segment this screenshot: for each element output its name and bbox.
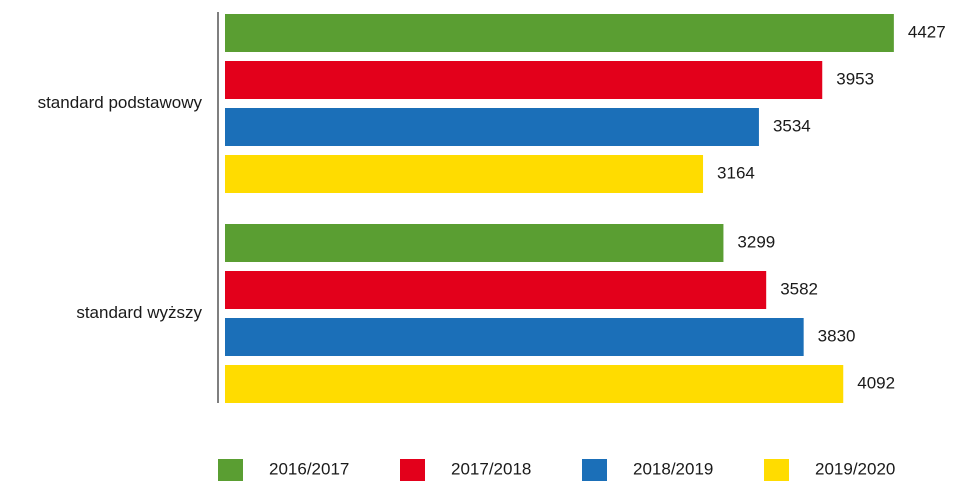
- category-label: standard wyższy: [76, 303, 202, 322]
- bar: [225, 224, 724, 262]
- value-label: 3164: [717, 163, 755, 182]
- legend-label: 2017/2018: [451, 459, 531, 478]
- value-label: 3299: [737, 232, 775, 251]
- legend-swatch: [400, 459, 425, 481]
- bar: [225, 271, 767, 309]
- value-label: 4092: [857, 373, 895, 392]
- bar: [225, 318, 804, 356]
- value-label: 3582: [780, 279, 818, 298]
- legend-label: 2018/2019: [633, 459, 713, 478]
- bar: [225, 365, 844, 403]
- bar: [225, 155, 704, 193]
- legend-swatch: [218, 459, 243, 481]
- legend-label: 2016/2017: [269, 459, 349, 478]
- value-label: 3953: [836, 69, 874, 88]
- value-label: 3534: [773, 116, 811, 135]
- bar: [225, 14, 894, 52]
- value-label: 3830: [818, 326, 856, 345]
- legend-swatch: [764, 459, 789, 481]
- category-label: standard podstawowy: [38, 93, 203, 112]
- legend-label: 2019/2020: [815, 459, 895, 478]
- bar: [225, 61, 823, 99]
- legend-swatch: [582, 459, 607, 481]
- bar: [225, 108, 759, 146]
- value-label: 4427: [908, 22, 946, 41]
